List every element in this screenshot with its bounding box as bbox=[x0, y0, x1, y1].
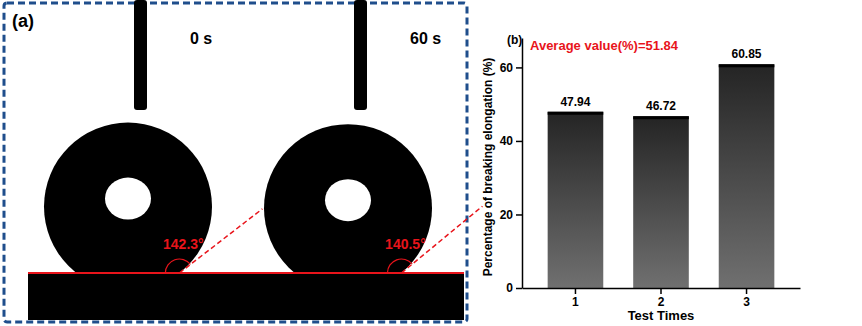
tick: 3 bbox=[743, 288, 750, 309]
tick-label: 1 bbox=[572, 295, 579, 309]
data-label: 46.72 bbox=[646, 99, 676, 113]
tick-mark bbox=[516, 67, 522, 69]
tick-label: 20 bbox=[500, 208, 514, 222]
panel-b: 0 20 40 60 1 2 3 47.94 46.72 60.85 Test Times Perce… bbox=[481, 33, 801, 323]
data-label: 47.94 bbox=[560, 95, 590, 109]
x-axis-title: Test Times bbox=[628, 308, 695, 323]
baseline bbox=[28, 272, 464, 274]
tick-mark bbox=[516, 214, 522, 216]
tick: 1 bbox=[572, 288, 579, 309]
droplet bbox=[44, 123, 212, 291]
bar-top bbox=[719, 64, 775, 67]
x-axis: 1 2 3 bbox=[523, 288, 801, 309]
angle-label: 142.3° bbox=[163, 236, 204, 252]
tick-label: 3 bbox=[743, 295, 750, 309]
panel-label: (a) bbox=[12, 11, 34, 31]
tick-label: 40 bbox=[500, 134, 514, 148]
data-label: 60.85 bbox=[732, 47, 762, 61]
bar bbox=[719, 64, 775, 288]
time-label: 0 s bbox=[190, 30, 212, 47]
bar bbox=[633, 116, 689, 288]
tick: 2 bbox=[658, 288, 665, 309]
droplet-highlight bbox=[105, 178, 151, 220]
panel-label: (b) bbox=[507, 33, 522, 47]
axis-line bbox=[522, 39, 524, 289]
panel-a: 0 s 142.3° 60 s 140.5° (a) bbox=[4, 0, 482, 322]
tick-label: 2 bbox=[658, 295, 665, 309]
angle-label: 140.5° bbox=[385, 236, 426, 252]
y-axis: 0 20 40 60 bbox=[500, 39, 523, 296]
droplet-highlight bbox=[325, 179, 371, 221]
needle bbox=[134, 0, 147, 110]
droplet-frame: 60 s 140.5° bbox=[264, 0, 482, 292]
bar bbox=[548, 112, 604, 288]
tick-mark bbox=[516, 288, 522, 290]
bar-top bbox=[548, 112, 604, 115]
tick-mark bbox=[746, 288, 748, 294]
droplet bbox=[264, 124, 432, 292]
droplet-frame: 0 s 142.3° bbox=[44, 0, 262, 291]
tick-mark bbox=[660, 288, 662, 294]
angle-arc bbox=[387, 259, 412, 273]
tick-label: 60 bbox=[500, 61, 514, 75]
substrate bbox=[28, 273, 464, 320]
panel-frame bbox=[4, 3, 467, 322]
bars bbox=[548, 64, 775, 288]
bar-top bbox=[633, 116, 689, 119]
annotation: Average value(%)=51.84 bbox=[530, 38, 679, 53]
needle bbox=[354, 0, 367, 110]
tick: 40 bbox=[500, 134, 522, 148]
time-label: 60 s bbox=[410, 30, 441, 47]
tick: 0 bbox=[506, 281, 522, 295]
tick-label: 0 bbox=[506, 281, 513, 295]
tick: 60 bbox=[500, 61, 522, 75]
tick: 20 bbox=[500, 208, 522, 222]
angle-arc bbox=[165, 259, 190, 273]
tick-mark bbox=[575, 288, 577, 294]
tick-mark bbox=[516, 141, 522, 143]
y-axis-title: Percentage of breaking elongation (%) bbox=[481, 58, 495, 277]
